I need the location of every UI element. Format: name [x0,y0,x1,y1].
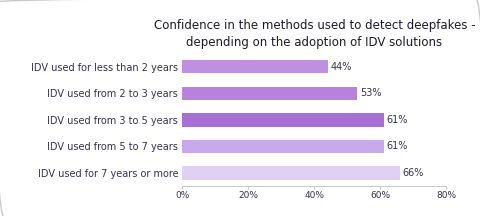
Text: 44%: 44% [330,62,352,72]
Text: 53%: 53% [360,88,382,98]
Text: 61%: 61% [386,115,408,125]
Bar [182,140,384,153]
Title: Confidence in the methods used to detect deepfakes -
depending on the adoption o: Confidence in the methods used to detect… [154,19,475,49]
Bar [182,87,357,100]
Bar [182,113,384,127]
Bar [182,167,400,180]
Bar [182,60,327,73]
Text: 66%: 66% [403,168,424,178]
Text: 61%: 61% [386,141,408,151]
